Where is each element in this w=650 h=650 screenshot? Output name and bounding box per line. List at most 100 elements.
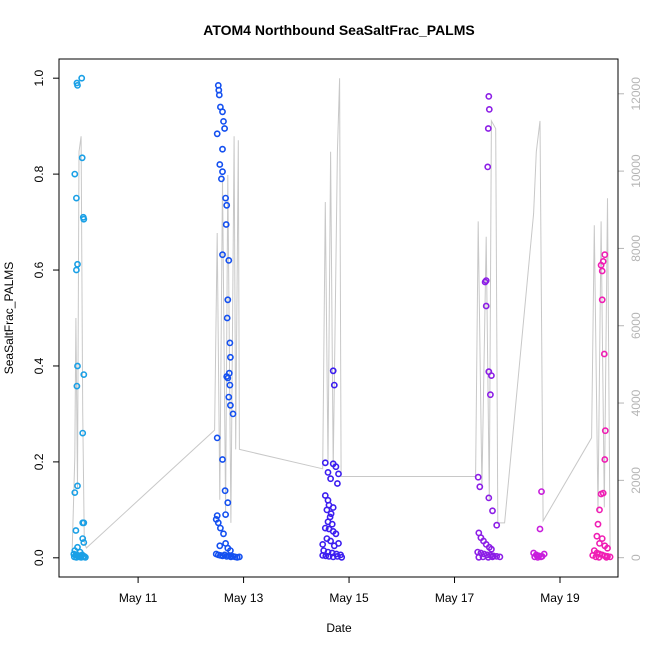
data-point: [224, 499, 232, 507]
data-point: [594, 520, 602, 528]
data-point: [214, 519, 222, 527]
data-point: [82, 553, 89, 561]
data-point: [221, 487, 229, 495]
data-point: [325, 553, 333, 560]
data-point: [330, 381, 338, 389]
data-point: [592, 553, 600, 561]
data-point: [221, 125, 228, 132]
data-point: [219, 108, 226, 116]
series-1: [70, 74, 89, 561]
data-point: [593, 532, 601, 540]
y-tick-label: 1.0: [32, 70, 46, 87]
plot-frame: [58, 58, 619, 578]
data-point: [78, 154, 86, 162]
data-point: [213, 130, 221, 138]
data-point: [335, 470, 342, 478]
data-point: [601, 251, 609, 259]
y-tick-label: 0.0: [32, 549, 46, 566]
data-point: [321, 492, 329, 499]
y2-tick-label: 2000: [629, 467, 643, 494]
data-point: [598, 296, 606, 304]
y2-tick-label: 0: [629, 554, 643, 561]
data-point: [493, 553, 501, 560]
data-point: [80, 519, 88, 527]
data-point: [536, 525, 544, 533]
data-point: [74, 482, 81, 490]
altitude-layer: [71, 78, 611, 550]
data-point: [601, 456, 609, 463]
data-point: [213, 512, 221, 519]
data-point: [474, 473, 482, 481]
data-point: [333, 480, 341, 487]
y2-tick-label: 6000: [629, 312, 643, 339]
data-point: [225, 256, 233, 264]
data-point: [222, 194, 229, 202]
series-6: [589, 251, 614, 561]
data-point: [220, 118, 227, 125]
data-point: [496, 553, 504, 561]
data-point: [327, 510, 335, 518]
data-point: [225, 393, 233, 401]
data-point: [486, 391, 494, 399]
data-point: [485, 494, 493, 502]
data-point: [597, 261, 605, 269]
data-point: [595, 553, 603, 561]
data-point: [78, 74, 86, 82]
data-point: [321, 459, 329, 467]
data-point: [80, 215, 88, 223]
y2-tick-label: 8000: [629, 235, 643, 262]
data-point: [327, 537, 334, 545]
data-point: [603, 553, 610, 561]
data-point: [74, 362, 81, 370]
data-point: [217, 175, 225, 183]
y-axis-label: SeaSaltFrac_PALMS: [2, 262, 16, 375]
data-point: [74, 260, 81, 268]
data-point: [79, 535, 87, 542]
data-point: [226, 401, 234, 409]
data-point: [485, 93, 493, 100]
data-point: [489, 507, 496, 515]
data-point: [598, 267, 606, 275]
data-point: [235, 553, 243, 561]
data-point: [223, 201, 231, 209]
data-point: [71, 170, 79, 178]
data-point: [604, 544, 611, 552]
y-tick-label: 0.8: [32, 165, 46, 182]
data-point: [329, 553, 337, 561]
data-point: [219, 251, 226, 259]
data-point: [215, 91, 223, 99]
data-point: [484, 125, 492, 132]
data-point: [321, 524, 329, 532]
data-point: [489, 553, 496, 561]
data-point: [219, 168, 226, 176]
data-point: [487, 372, 495, 379]
data-point: [73, 194, 80, 202]
data-point: [213, 434, 221, 442]
data-point: [601, 427, 609, 435]
x-tick-label: May 13: [224, 591, 264, 605]
data-point: [216, 524, 224, 532]
data-point: [72, 527, 80, 534]
data-point: [538, 488, 545, 495]
data-point: [481, 278, 489, 286]
data-point: [80, 539, 88, 546]
data-point: [226, 339, 234, 347]
y-tick-label: 0.4: [32, 357, 46, 374]
data-point: [493, 521, 501, 529]
data-point: [475, 553, 483, 561]
data-point: [80, 371, 88, 378]
data-point: [327, 475, 334, 483]
x-tick-label: May 17: [435, 591, 475, 605]
data-point: [229, 410, 237, 418]
data-point: [226, 547, 234, 554]
data-point: [73, 266, 80, 274]
data-point: [323, 506, 331, 514]
data-point: [220, 530, 227, 538]
data-point: [534, 553, 542, 561]
data-point: [219, 456, 226, 463]
series-4: [474, 93, 504, 561]
data-point: [329, 367, 337, 375]
data-point: [224, 296, 232, 304]
data-point: [596, 506, 603, 514]
